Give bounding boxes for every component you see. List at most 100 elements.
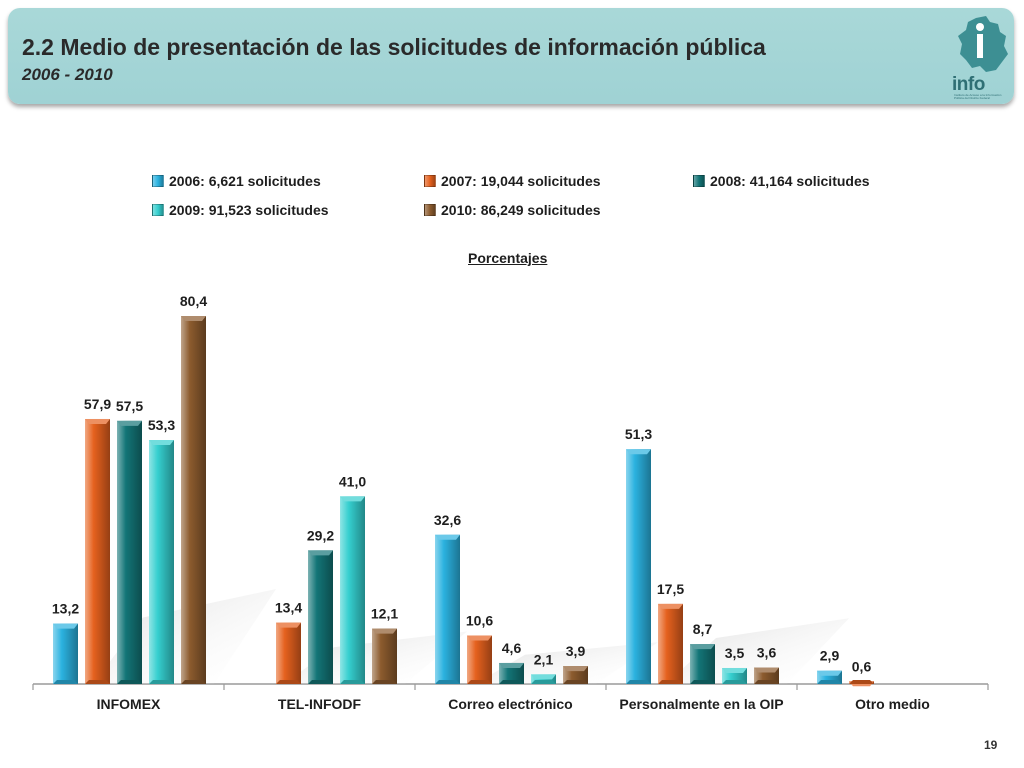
bar-top	[658, 603, 683, 609]
data-label: 3,5	[725, 645, 745, 661]
legend-item: 2010: 86,249 solicitudes	[424, 202, 601, 218]
data-label: 3,6	[757, 645, 777, 661]
data-label: 41,0	[339, 473, 366, 489]
title-banner: 2.2 Medio de presentación de las solicit…	[8, 8, 1014, 104]
bar-top	[149, 440, 174, 446]
bar	[340, 496, 365, 684]
bar-bottom	[276, 680, 301, 684]
bar-top	[817, 670, 842, 676]
bar-bottom	[53, 680, 78, 684]
bar	[117, 420, 142, 684]
data-label: 3,9	[566, 643, 586, 659]
bar-top	[85, 418, 110, 424]
bar-bottom	[435, 680, 460, 684]
bar-bottom	[849, 680, 874, 684]
chart-legend: 2006: 6,621 solicitudes 2007: 19,044 soli…	[0, 0, 1024, 230]
bar	[626, 449, 651, 684]
bar-top	[117, 420, 142, 426]
category-label: TEL-INFODF	[278, 696, 362, 712]
data-label: 57,5	[116, 398, 143, 414]
bar	[372, 628, 397, 684]
map-icon	[958, 16, 1008, 72]
data-label: 13,4	[275, 600, 302, 616]
bar-top	[531, 674, 556, 680]
category-label: Correo electrónico	[448, 696, 572, 712]
legend-label: 2010: 86,249 solicitudes	[441, 202, 601, 218]
bar-bottom	[117, 680, 142, 684]
legend-label: 2009: 91,523 solicitudes	[169, 202, 329, 218]
bar	[690, 644, 715, 684]
legend-item: 2008: 41,164 solicitudes	[693, 173, 870, 189]
data-label: 2,1	[534, 651, 554, 667]
bar-bottom	[754, 680, 779, 684]
bar-top	[276, 622, 301, 628]
logo-caption: Instituto de Acceso a la Información Púb…	[954, 93, 1002, 100]
bar	[658, 603, 683, 684]
bar-bottom	[372, 680, 397, 684]
bar	[467, 635, 492, 684]
bar	[308, 550, 333, 684]
bar-top	[690, 644, 715, 650]
data-label: 17,5	[657, 581, 684, 597]
bar-bottom	[340, 680, 365, 684]
data-label: 13,2	[52, 601, 79, 617]
data-label: 2,9	[820, 648, 840, 664]
data-label: 32,6	[434, 512, 461, 528]
bar-top	[372, 628, 397, 634]
bar-bottom	[817, 680, 842, 684]
bar-bottom	[149, 680, 174, 684]
legend-item: 2006: 6,621 solicitudes	[152, 173, 321, 189]
page-number: 19	[984, 738, 998, 752]
data-label: 0,6	[852, 658, 872, 674]
bar-top	[340, 496, 365, 502]
bar-top	[435, 534, 460, 540]
data-label: 12,1	[371, 606, 398, 622]
legend-label: 2008: 41,164 solicitudes	[710, 173, 870, 189]
legend-item: 2007: 19,044 solicitudes	[424, 173, 601, 189]
data-label: 80,4	[180, 293, 207, 309]
bar-bottom	[563, 680, 588, 684]
infodf-logo: info Instituto de Acceso a la Informació…	[952, 14, 1010, 100]
data-label: 8,7	[693, 621, 713, 637]
category-label: Personalmente en la OIP	[619, 696, 783, 712]
bar	[499, 662, 524, 684]
bar-bottom	[531, 680, 556, 684]
bar	[181, 316, 206, 684]
bar-top	[626, 449, 651, 455]
logo-text: info	[952, 74, 985, 95]
legend-swatch	[152, 175, 164, 187]
data-label: 4,6	[502, 640, 522, 656]
bar-bottom	[690, 680, 715, 684]
bar-bottom	[181, 680, 206, 684]
legend-swatch	[424, 175, 436, 187]
bar-bottom	[722, 680, 747, 684]
bar	[53, 623, 78, 684]
legend-swatch	[424, 204, 436, 216]
legend-label: 2006: 6,621 solicitudes	[169, 173, 321, 189]
legend-swatch	[152, 204, 164, 216]
page-subtitle: 2006 - 2010	[22, 65, 113, 84]
data-label: 53,3	[148, 417, 175, 433]
bar-top	[467, 635, 492, 641]
bar-top	[563, 666, 588, 672]
legend-item: 2009: 91,523 solicitudes	[152, 202, 329, 218]
bar-top	[53, 623, 78, 629]
category-label: INFOMEX	[97, 696, 161, 712]
page-title: 2.2 Medio de presentación de las solicit…	[22, 34, 766, 60]
data-label: 29,2	[307, 527, 334, 543]
bar-bottom	[85, 680, 110, 684]
bar-top	[754, 667, 779, 673]
bar-bottom	[467, 680, 492, 684]
bar	[276, 622, 301, 684]
bar	[149, 440, 174, 684]
category-label: Otro medio	[855, 696, 930, 712]
data-label: 57,9	[84, 396, 111, 412]
bar-bottom	[499, 680, 524, 684]
bar-bottom	[308, 680, 333, 684]
data-label: 51,3	[625, 426, 652, 442]
bar	[435, 534, 460, 684]
bar-top	[181, 316, 206, 321]
bar-bottom	[626, 680, 651, 684]
bar-top	[308, 550, 333, 556]
